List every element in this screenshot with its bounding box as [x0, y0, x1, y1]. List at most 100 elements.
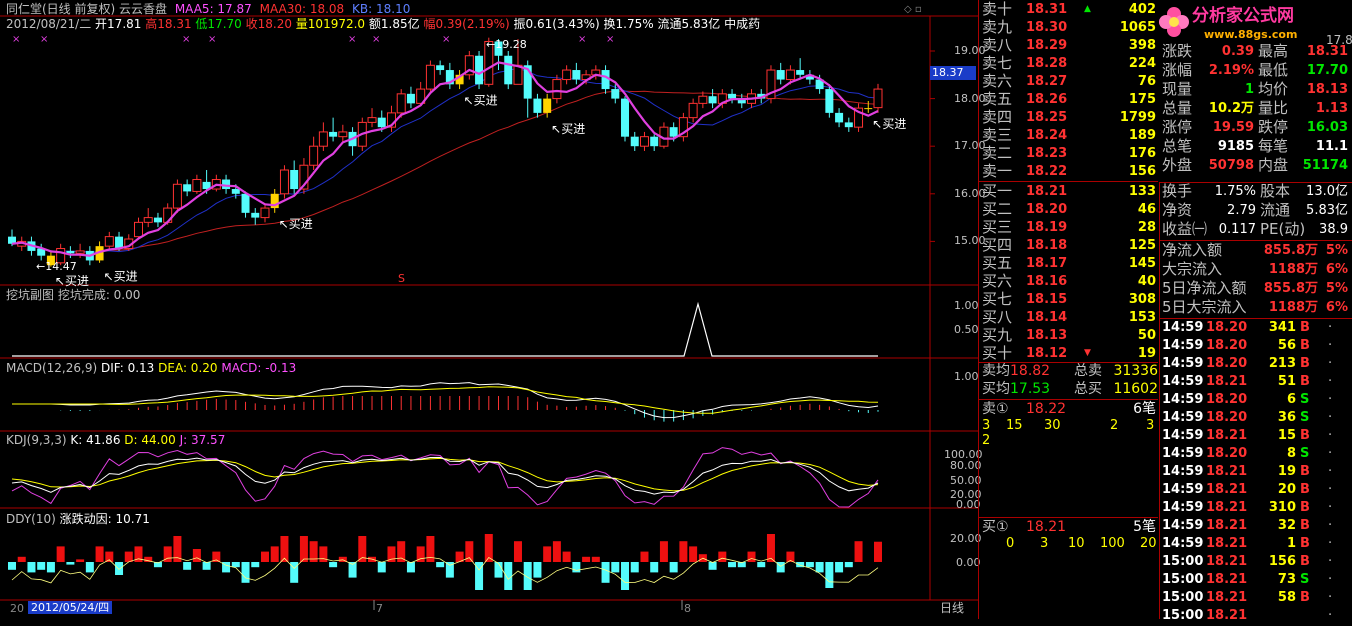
buy-level-row[interactable]: 买七 18.15 308	[982, 292, 1158, 310]
tick-row[interactable]: 14:59 18.21 19 B ‧	[1162, 464, 1350, 482]
xaxis-label-left: 20	[10, 602, 24, 615]
tick-flag: ‧	[1328, 464, 1333, 479]
window-controls-icon[interactable]: ◇ ▫	[904, 4, 922, 15]
tick-row[interactable]: 15:00 18.21 ‧	[1162, 608, 1350, 626]
info-volume: 量101972.0	[295, 17, 366, 31]
ddy-bar	[299, 536, 308, 562]
info-float-cap: 流通5.83亿	[657, 17, 721, 31]
sell-level-label: 卖九	[982, 18, 1013, 36]
sell-level-price: 18.25	[1026, 110, 1068, 125]
stat-value: 10.2万	[1208, 101, 1254, 116]
tick-volume: 56	[1277, 338, 1296, 353]
panel-divider	[978, 0, 979, 619]
info-amplitude: 振0.61(3.43%)	[513, 17, 600, 31]
macd-value: MACD: -0.13	[221, 361, 297, 375]
tick-row[interactable]: 14:59 18.21 310 B ‧	[1162, 500, 1350, 518]
ddy-bar	[494, 562, 503, 578]
buy-level-label: 买七	[982, 290, 1013, 308]
sell-level-row[interactable]: 卖六 18.27 76	[982, 74, 1158, 92]
tick-volume: 32	[1277, 518, 1296, 533]
sell-level-row[interactable]: 卖九 18.30 1065	[982, 20, 1158, 38]
ddy-bar	[640, 551, 649, 562]
buy-level-volume: 28	[1137, 220, 1156, 235]
tick-row[interactable]: 14:59 18.20 8 S ‧	[1162, 446, 1350, 464]
ddy-bar	[251, 562, 260, 568]
kline-chart-area[interactable]: ↖买进 ↖买进 ↖买进 ↖买进 ↖买进 ↖买进 ←19.28 ←14.47 S × × × × × × × × ×…	[0, 0, 986, 619]
buy-level-row[interactable]: 买八 18.14 153	[982, 310, 1158, 328]
tick-row[interactable]: 14:59 18.20 341 B ‧	[1162, 320, 1350, 338]
buy-level-row[interactable]: 买三 18.19 28	[982, 220, 1158, 238]
buy-level-row[interactable]: 买二 18.20 46	[982, 202, 1158, 220]
ddy-bar	[718, 551, 727, 562]
sell-level-row[interactable]: 卖一 18.22 156	[982, 164, 1158, 182]
ddy-bar	[504, 562, 513, 590]
tick-row[interactable]: 14:59 18.21 1 B ‧	[1162, 536, 1350, 554]
kdj-tick: 20.00	[950, 488, 982, 501]
stat-row: 涨停 19.59 跌停 16.03	[1162, 120, 1350, 139]
tick-row[interactable]: 14:59 18.21 32 B ‧	[1162, 518, 1350, 536]
stat-value: 11.1	[1315, 139, 1348, 154]
ddy-tick: 0.00	[956, 556, 981, 569]
buy-level-row[interactable]: 买六 18.16 40	[982, 274, 1158, 292]
ddy-bar	[329, 562, 338, 568]
tick-row[interactable]: 14:59 18.21 20 B ‧	[1162, 482, 1350, 500]
xaxis-month-7: 7	[376, 602, 383, 615]
info-change: 幅0.39(2.19%)	[423, 17, 510, 31]
tick-row[interactable]: 14:59 18.20 6 S ‧	[1162, 392, 1350, 410]
buy-level-row[interactable]: 买五 18.17 145	[982, 256, 1158, 274]
tick-flag: ‧	[1328, 500, 1333, 515]
tick-row[interactable]: 15:00 18.21 156 B ‧	[1162, 554, 1350, 572]
flow-pct: 5%	[1325, 243, 1348, 258]
tick-price: 18.21	[1206, 374, 1248, 389]
fundamental-value: 38.9	[1319, 222, 1348, 237]
buy1-divider	[978, 517, 1158, 518]
ddy-bar	[815, 562, 824, 573]
sell-level-row[interactable]: 卖七 18.28 224	[982, 56, 1158, 74]
period-tab-daily[interactable]: 日线	[940, 601, 965, 615]
tick-row[interactable]: 14:59 18.20 213 B ‧	[1162, 356, 1350, 374]
sell-level-label: 卖二	[982, 144, 1013, 162]
candle-body	[737, 98, 746, 104]
tick-row[interactable]: 14:59 18.21 51 B ‧	[1162, 374, 1350, 392]
tick-side: B	[1300, 428, 1310, 443]
sell-level-volume: 402	[1128, 2, 1156, 17]
sell-level-row[interactable]: 卖五 18.26 175	[982, 92, 1158, 110]
candle-body	[698, 95, 708, 104]
tick-row[interactable]: 15:00 18.21 58 B ‧	[1162, 590, 1350, 608]
tick-side: B	[1300, 518, 1310, 533]
stat-label: 跌停	[1258, 118, 1289, 136]
buy-level-row[interactable]: 买四 18.18 125	[982, 238, 1158, 256]
sell-level-row[interactable]: 卖四 18.25 1799	[982, 110, 1158, 128]
tick-volume: 73	[1277, 572, 1296, 587]
buy-level-row[interactable]: 买一 18.21 133	[982, 184, 1158, 202]
tick-row[interactable]: 14:59 18.20 56 B ‧	[1162, 338, 1350, 356]
tick-row[interactable]: 15:00 18.21 73 S ‧	[1162, 572, 1350, 590]
tick-price: 18.20	[1206, 410, 1248, 425]
ddy-bar	[56, 546, 65, 562]
sell-level-label: 卖六	[982, 72, 1013, 90]
stat-value: 2.19%	[1208, 63, 1254, 78]
sell1-order: 30	[1044, 418, 1061, 433]
sell-level-row[interactable]: 卖十 18.31 402	[982, 2, 1158, 20]
tick-flag: ‧	[1328, 428, 1333, 443]
candle-body	[630, 136, 639, 147]
sell-level-row[interactable]: 卖三 18.24 189	[982, 128, 1158, 146]
macd-dif-line	[12, 382, 879, 419]
buy-level-row[interactable]: 买十 18.12 19	[982, 346, 1158, 364]
tick-row[interactable]: 14:59 18.20 36 S ‧	[1162, 410, 1350, 428]
flow-pct: 6%	[1325, 300, 1348, 315]
kdj-j: J: 37.57	[179, 433, 226, 447]
chart-canvas[interactable]: ↖买进 ↖买进 ↖买进 ↖买进 ↖买进 ↖买进 ←19.28 ←14.47 S × × × × × × × × ×	[0, 0, 978, 619]
kdj-title-line: KDJ(9,3,3) K: 41.86 D: 44.00 J: 37.57	[6, 434, 225, 446]
sell-level-row[interactable]: 卖二 18.23 176	[982, 146, 1158, 164]
kdj-k: K: 41.86	[70, 433, 121, 447]
tick-row[interactable]: 14:59 18.21 15 B ‧	[1162, 428, 1350, 446]
sell-avg-label: 卖均	[982, 363, 1010, 379]
top-right-price: 17.81	[1326, 33, 1352, 47]
candle-body	[260, 207, 270, 219]
buy1-count: 5笔	[1133, 519, 1156, 535]
buy-level-row[interactable]: 买九 18.13 50	[982, 328, 1158, 346]
sell-level-row[interactable]: 卖八 18.29 398	[982, 38, 1158, 56]
fundamental-label: 流通	[1260, 201, 1291, 219]
flow-value: 855.8万	[1263, 281, 1318, 296]
